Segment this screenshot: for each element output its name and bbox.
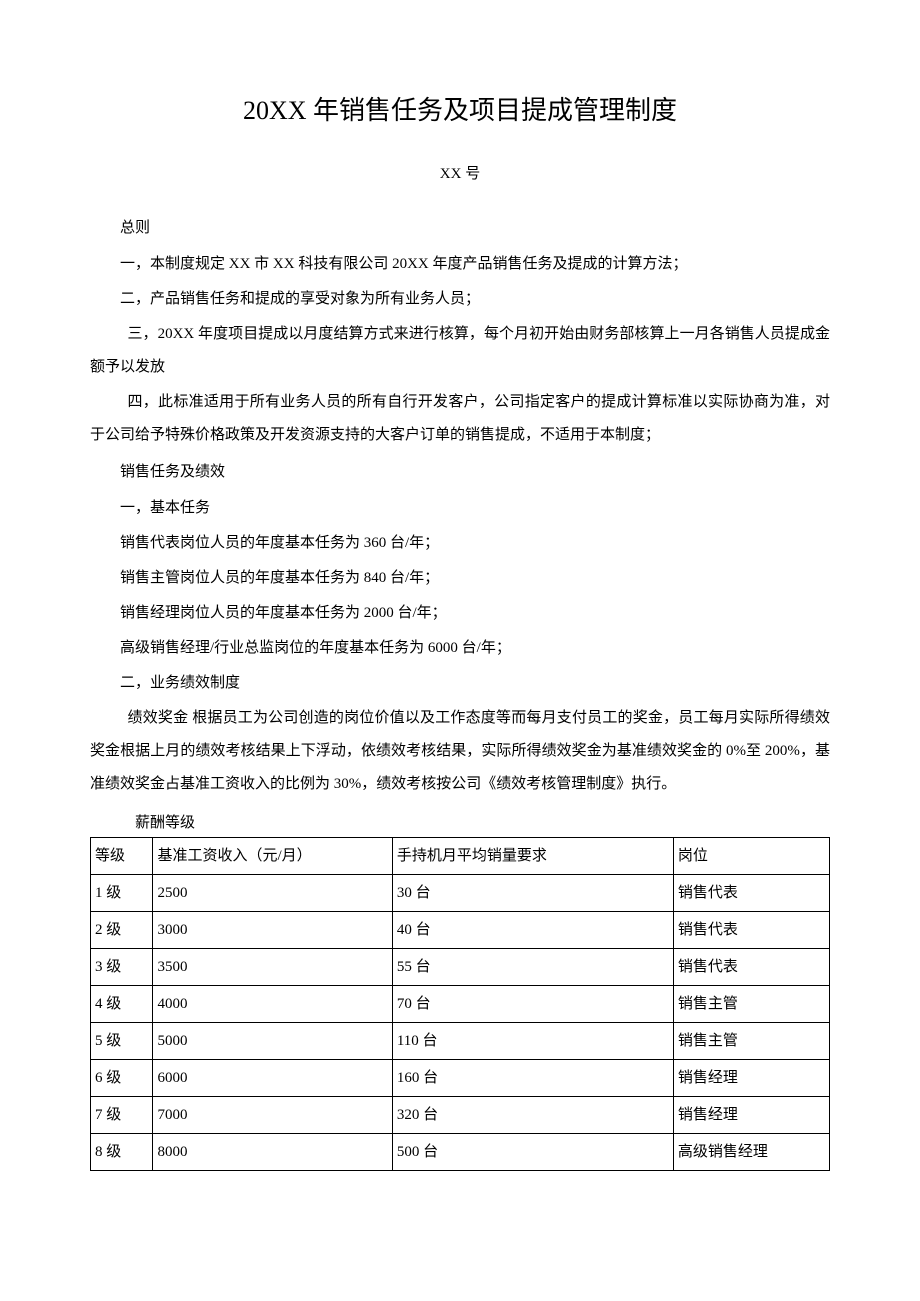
- cell-salary: 7000: [153, 1096, 392, 1133]
- document-number: XX 号: [90, 162, 830, 186]
- cell-salary: 4000: [153, 985, 392, 1022]
- table-row: 7 级 7000 320 台 销售经理: [91, 1096, 830, 1133]
- header-salary: 基准工资收入（元/月）: [153, 837, 392, 874]
- cell-requirement: 40 台: [392, 911, 673, 948]
- performance-text: 绩效奖金 根据员工为公司创造的岗位价值以及工作态度等而每月支付员工的奖金，员工每…: [90, 702, 830, 801]
- table-row: 2 级 3000 40 台 销售代表: [91, 911, 830, 948]
- performance-header: 二，业务绩效制度: [90, 667, 830, 700]
- sales-task-header: 销售任务及绩效: [90, 460, 830, 484]
- cell-salary: 8000: [153, 1133, 392, 1170]
- cell-requirement: 160 台: [392, 1059, 673, 1096]
- cell-position: 销售主管: [673, 985, 829, 1022]
- cell-level: 2 级: [91, 911, 153, 948]
- cell-salary: 3000: [153, 911, 392, 948]
- header-level: 等级: [91, 837, 153, 874]
- header-requirement: 手持机月平均销量要求: [392, 837, 673, 874]
- cell-salary: 3500: [153, 948, 392, 985]
- cell-level: 1 级: [91, 874, 153, 911]
- cell-salary: 6000: [153, 1059, 392, 1096]
- sales-task-3: 销售经理岗位人员的年度基本任务为 2000 台/年；: [90, 597, 830, 630]
- table-row: 4 级 4000 70 台 销售主管: [91, 985, 830, 1022]
- cell-requirement: 70 台: [392, 985, 673, 1022]
- table-row: 1 级 2500 30 台 销售代表: [91, 874, 830, 911]
- cell-requirement: 110 台: [392, 1022, 673, 1059]
- salary-level-table: 等级 基准工资收入（元/月） 手持机月平均销量要求 岗位 1 级 2500 30…: [90, 837, 830, 1171]
- cell-position: 高级销售经理: [673, 1133, 829, 1170]
- cell-requirement: 55 台: [392, 948, 673, 985]
- general-rules-header: 总则: [90, 216, 830, 240]
- cell-position: 销售代表: [673, 948, 829, 985]
- cell-level: 3 级: [91, 948, 153, 985]
- cell-requirement: 30 台: [392, 874, 673, 911]
- general-rule-2: 二，产品销售任务和提成的享受对象为所有业务人员；: [90, 283, 830, 316]
- sales-task-1: 销售代表岗位人员的年度基本任务为 360 台/年；: [90, 527, 830, 560]
- header-position: 岗位: [673, 837, 829, 874]
- cell-requirement: 500 台: [392, 1133, 673, 1170]
- general-rule-3: 三，20XX 年度项目提成以月度结算方式来进行核算，每个月初开始由财务部核算上一…: [90, 318, 830, 384]
- cell-position: 销售经理: [673, 1096, 829, 1133]
- basic-task-header: 一，基本任务: [90, 492, 830, 525]
- cell-salary: 5000: [153, 1022, 392, 1059]
- cell-requirement: 320 台: [392, 1096, 673, 1133]
- general-rule-4: 四，此标准适用于所有业务人员的所有自行开发客户，公司指定客户的提成计算标准以实际…: [90, 386, 830, 452]
- cell-level: 7 级: [91, 1096, 153, 1133]
- general-rule-1: 一，本制度规定 XX 市 XX 科技有限公司 20XX 年度产品销售任务及提成的…: [90, 248, 830, 281]
- sales-task-2: 销售主管岗位人员的年度基本任务为 840 台/年；: [90, 562, 830, 595]
- salary-table-caption: 薪酬等级: [90, 811, 830, 835]
- sales-task-4: 高级销售经理/行业总监岗位的年度基本任务为 6000 台/年；: [90, 632, 830, 665]
- cell-level: 4 级: [91, 985, 153, 1022]
- table-row: 3 级 3500 55 台 销售代表: [91, 948, 830, 985]
- cell-position: 销售经理: [673, 1059, 829, 1096]
- table-row: 8 级 8000 500 台 高级销售经理: [91, 1133, 830, 1170]
- document-title: 20XX 年销售任务及项目提成管理制度: [90, 90, 830, 132]
- cell-position: 销售代表: [673, 911, 829, 948]
- cell-salary: 2500: [153, 874, 392, 911]
- table-header-row: 等级 基准工资收入（元/月） 手持机月平均销量要求 岗位: [91, 837, 830, 874]
- table-row: 5 级 5000 110 台 销售主管: [91, 1022, 830, 1059]
- cell-level: 8 级: [91, 1133, 153, 1170]
- table-row: 6 级 6000 160 台 销售经理: [91, 1059, 830, 1096]
- cell-position: 销售代表: [673, 874, 829, 911]
- cell-position: 销售主管: [673, 1022, 829, 1059]
- cell-level: 5 级: [91, 1022, 153, 1059]
- cell-level: 6 级: [91, 1059, 153, 1096]
